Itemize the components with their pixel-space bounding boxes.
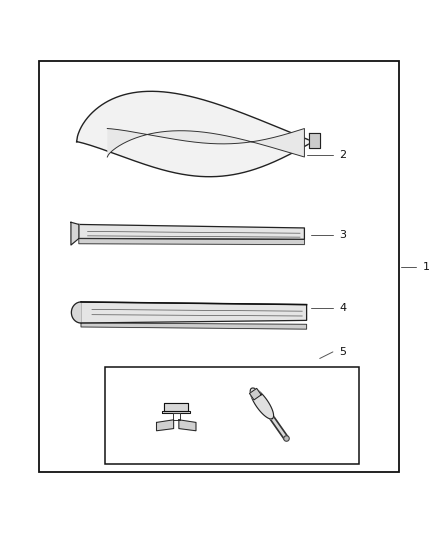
Polygon shape xyxy=(79,224,304,239)
Polygon shape xyxy=(81,323,307,329)
Bar xyxy=(105,367,359,464)
Polygon shape xyxy=(250,389,261,400)
Polygon shape xyxy=(162,411,191,413)
Polygon shape xyxy=(107,128,304,157)
Polygon shape xyxy=(260,402,288,439)
Polygon shape xyxy=(164,403,188,411)
Text: 1: 1 xyxy=(423,262,430,271)
Polygon shape xyxy=(81,302,307,323)
Polygon shape xyxy=(179,420,196,431)
Polygon shape xyxy=(77,91,313,177)
Text: 4: 4 xyxy=(339,303,346,313)
Polygon shape xyxy=(71,302,81,323)
Polygon shape xyxy=(79,238,304,245)
Text: 3: 3 xyxy=(339,230,346,239)
Bar xyxy=(39,61,399,472)
Text: 5: 5 xyxy=(339,347,346,357)
Polygon shape xyxy=(250,388,274,419)
Polygon shape xyxy=(156,420,173,431)
Polygon shape xyxy=(71,222,79,245)
Text: 2: 2 xyxy=(339,150,346,160)
Polygon shape xyxy=(309,133,320,148)
